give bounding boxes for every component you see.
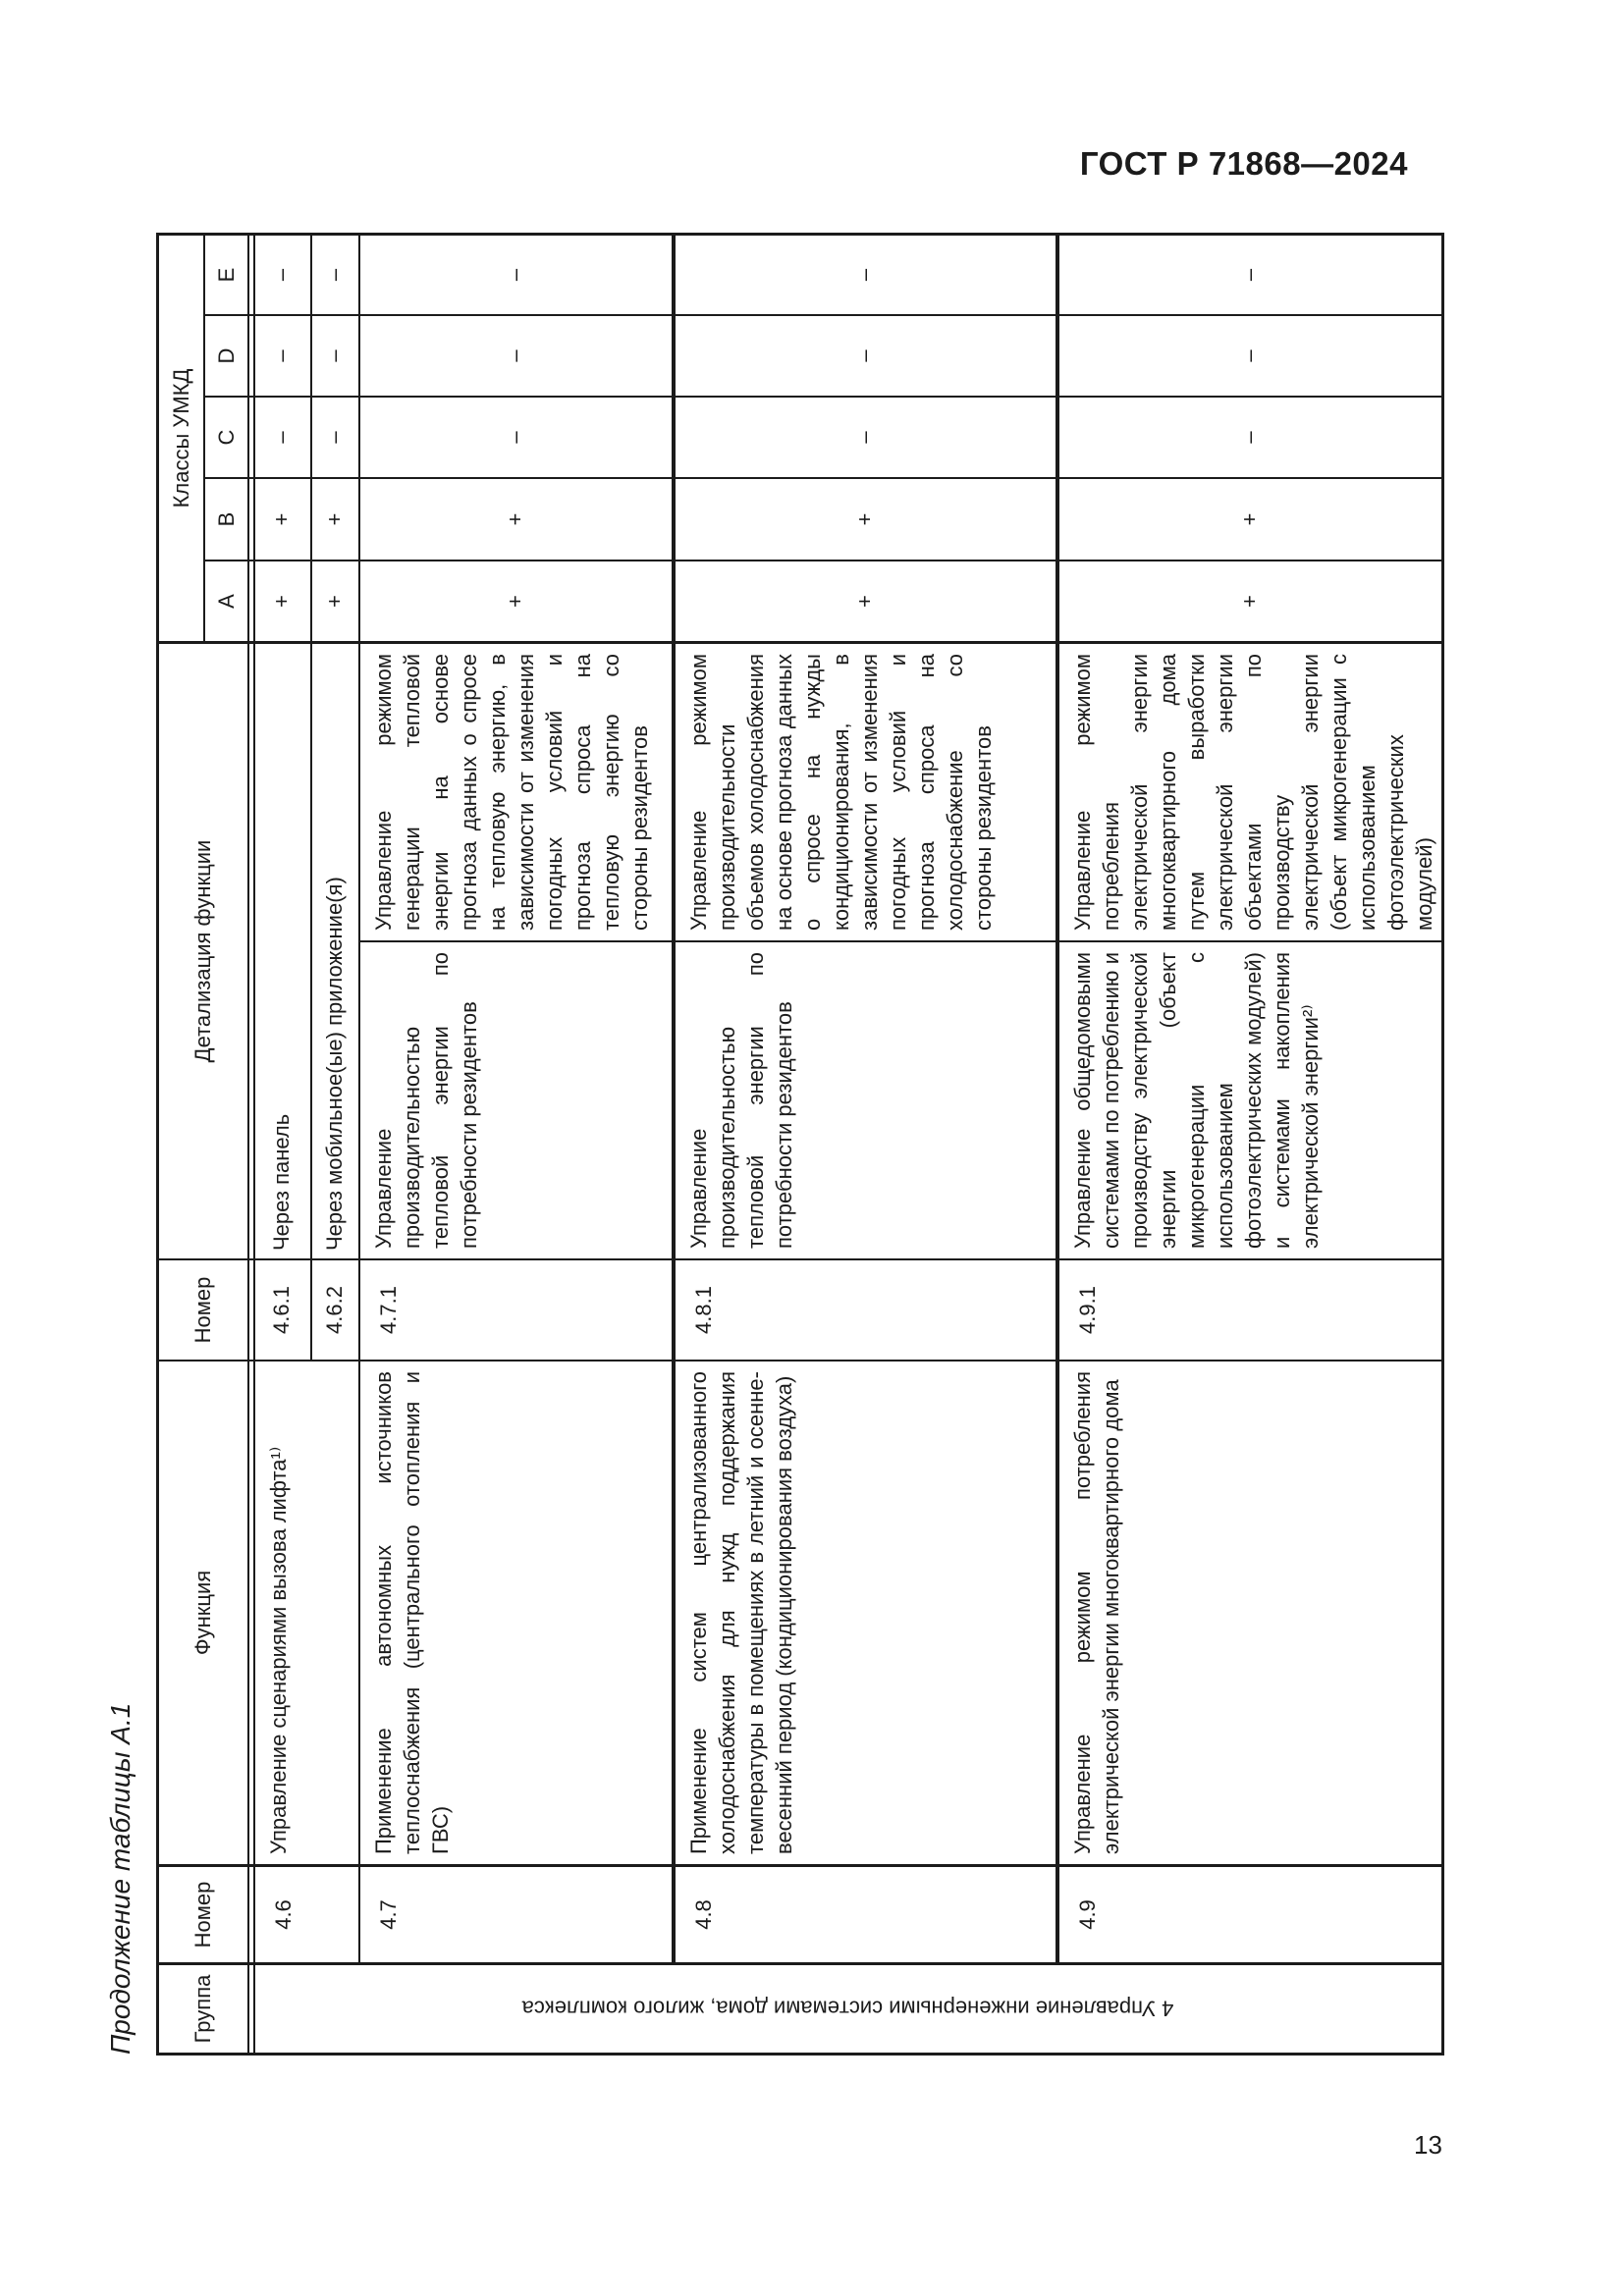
grid-line [247, 233, 249, 2056]
row-4-8-1-detail: Управление производительностью тепловой … [686, 952, 797, 1249]
class-mark: – [269, 431, 295, 444]
class-mark: – [502, 349, 527, 362]
row-4-7-number: 4.7 [376, 1899, 401, 1930]
page-title: ГОСТ Р 71868—2024 [1079, 145, 1408, 182]
header-class-d: D [213, 347, 239, 364]
grid-line [1441, 233, 1444, 2056]
row-4-7-1-detail-2: Управление режимом генерации тепловой эн… [371, 654, 653, 931]
class-mark: + [1236, 512, 1262, 526]
table-a1: Группа Номер Функция Номер Детализация ф… [156, 233, 1444, 2056]
class-mark: – [851, 268, 877, 282]
row-4-9-function: Управление режимом потребления электриче… [1070, 1371, 1124, 1854]
group-cell: 4 Управление инженерными системами дома,… [255, 1965, 1441, 2053]
header-class-b: В [213, 511, 239, 527]
row-4-7-1-number: 4.7.1 [376, 1286, 401, 1334]
class-mark: – [502, 431, 527, 444]
class-mark: + [502, 595, 527, 608]
row-4-9-number: 4.9 [1075, 1899, 1100, 1930]
header-number-2: Номер [190, 1276, 216, 1344]
header-class-e: Е [213, 267, 239, 283]
table-caption: Продолжение таблицы А.1 [105, 1702, 135, 2055]
row-4-6-1-number: 4.6.1 [269, 1286, 295, 1334]
class-mark: – [269, 268, 295, 282]
header-classes: Классы УМКД [168, 368, 193, 508]
class-mark: – [269, 349, 295, 362]
class-mark: + [851, 595, 877, 608]
class-mark: + [321, 595, 347, 608]
class-mark: + [321, 512, 347, 526]
header-class-c: С [213, 429, 239, 446]
header-function: Функция [190, 1570, 216, 1656]
row-4-6-2-detail: Через мобильное(ые) приложение(я) [321, 877, 347, 1251]
row-4-6-function: Управление сценариями вызова лифта¹⁾ [266, 1446, 291, 1854]
class-mark: – [1236, 268, 1262, 282]
row-4-7-function: Применение автономных источников теплосн… [371, 1371, 454, 1854]
header-number: Номер [190, 1881, 216, 1949]
class-mark: + [269, 512, 295, 526]
group-cell-label: 4 Управление инженерными системами дома,… [522, 1997, 1174, 2022]
class-mark: + [851, 512, 877, 526]
header-group: Группа [190, 1974, 216, 2044]
row-4-6-2-number: 4.6.2 [321, 1286, 347, 1334]
class-mark: – [321, 431, 347, 444]
class-mark: – [321, 349, 347, 362]
page-number: 13 [1414, 2130, 1442, 2160]
row-4-8-number: 4.8 [691, 1899, 716, 1930]
row-4-9-1-detail: Управление общедомовыми системами по пот… [1070, 952, 1324, 1249]
row-4-6-number: 4.6 [271, 1899, 296, 1930]
class-mark: + [502, 512, 527, 526]
class-mark: + [269, 595, 295, 608]
class-mark: – [851, 349, 877, 362]
row-4-8-1-number: 4.8.1 [691, 1286, 716, 1334]
row-4-6-1-detail: Через панель [269, 1113, 295, 1251]
header-class-a: А [213, 594, 239, 609]
class-mark: + [1236, 595, 1262, 608]
class-mark: – [502, 268, 527, 282]
row-4-8-1-detail-2: Управление режимом производительности об… [686, 654, 997, 931]
class-mark: – [851, 431, 877, 444]
class-mark: – [321, 268, 347, 282]
row-4-9-1-detail-2: Управление режимом потребления электриче… [1070, 654, 1437, 931]
row-4-9-1-number: 4.9.1 [1075, 1286, 1100, 1334]
header-detail: Детализация функции [190, 839, 216, 1063]
class-mark: – [1236, 431, 1262, 444]
row-4-7-1-detail: Управление производительностью тепловой … [371, 952, 482, 1249]
row-4-8-function: Применение систем централизованного холо… [686, 1371, 797, 1854]
class-mark: – [1236, 349, 1262, 362]
grid-line [156, 2053, 1444, 2056]
